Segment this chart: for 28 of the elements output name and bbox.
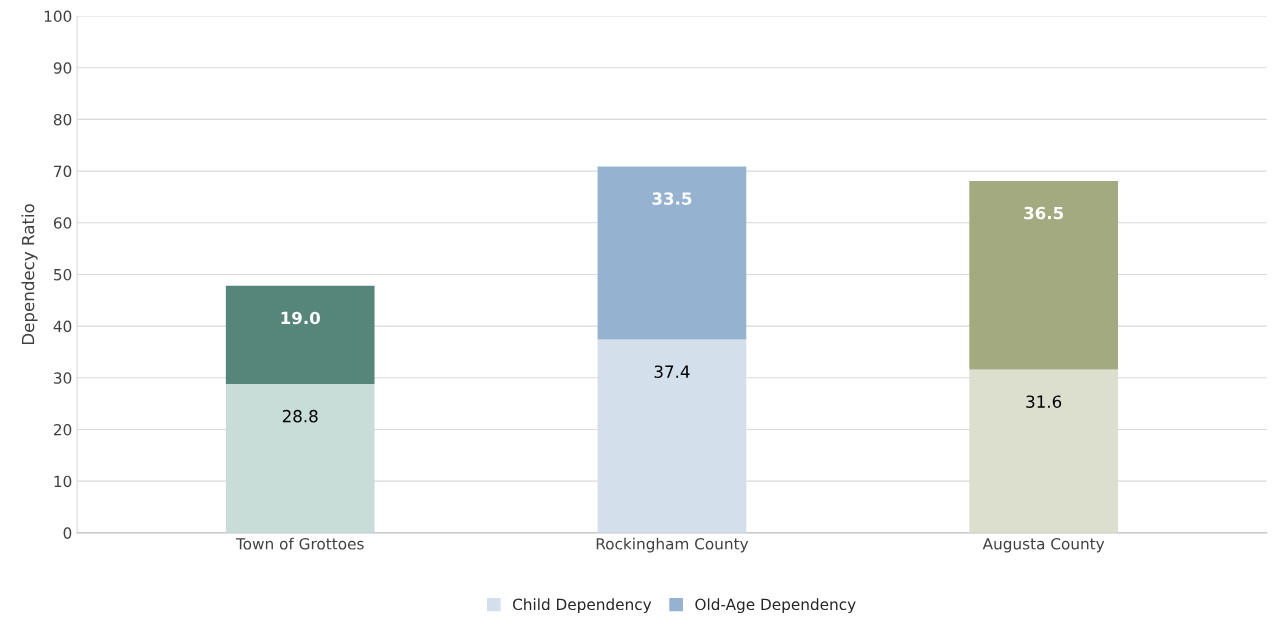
data-label: 33.5 <box>652 192 692 205</box>
data-label: 31.6 <box>1026 395 1062 408</box>
y-tick-label: 50 <box>54 268 72 281</box>
bar <box>225 384 375 533</box>
y-tick-label: 20 <box>53 423 72 436</box>
data-label: 28.8 <box>282 409 318 423</box>
y-tick-label: 100 <box>44 10 72 23</box>
y-tick-label: 60 <box>53 217 72 229</box>
y-axis-title: Dependecy Ratio <box>21 204 38 345</box>
legend-label: Old-Age Dependency <box>695 598 856 614</box>
data-label: 37.4 <box>654 365 690 379</box>
y-tick-label: 10 <box>54 475 72 488</box>
bar <box>597 166 747 340</box>
bar <box>225 285 375 385</box>
y-tick-label: 90 <box>53 62 72 74</box>
x-tick-label: Augusta County <box>982 537 1105 553</box>
bar <box>969 180 1119 370</box>
data-label: 36.5 <box>1024 206 1064 220</box>
y-tick-label: 40 <box>53 320 72 333</box>
bar <box>597 339 747 533</box>
legend-label: Child Dependency <box>512 598 652 614</box>
y-tick-label: 80 <box>53 113 72 126</box>
y-tick-label: 70 <box>54 165 72 178</box>
y-tick-label: 30 <box>54 372 72 384</box>
x-tick-label: Town of Grottoes <box>235 537 364 550</box>
data-label: 19.0 <box>281 311 320 325</box>
y-tick-label: 0 <box>63 527 72 539</box>
x-tick-label: Rockingham County <box>596 537 749 553</box>
